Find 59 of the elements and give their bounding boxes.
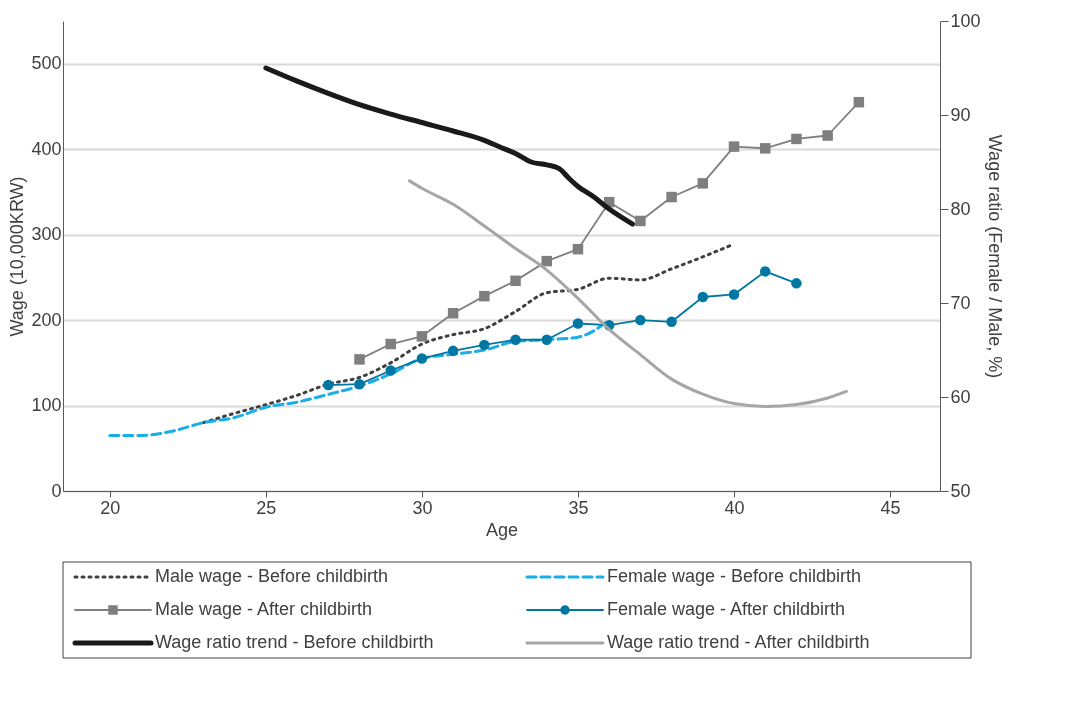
point	[385, 365, 396, 376]
y2-tick-label: 50	[950, 480, 971, 501]
point	[666, 191, 677, 203]
point	[447, 345, 459, 357]
x-tick-label: 45	[880, 497, 901, 518]
legend-label: Male wage - Before childbirth	[155, 566, 389, 586]
x-tick-label: 25	[256, 497, 277, 518]
y-tick-label: 0	[51, 480, 62, 501]
point	[635, 215, 646, 227]
legend-label: Wage ratio trend - After childbirth	[607, 632, 870, 652]
x-axis-title: Age	[485, 519, 519, 540]
legend-label: Wage ratio trend - Before childbirth	[155, 632, 434, 652]
point	[697, 291, 709, 303]
y-tick-label: 300	[31, 224, 62, 245]
y-tick-label: 100	[31, 395, 62, 416]
point	[822, 130, 833, 141]
x-tick-label: 35	[568, 497, 589, 518]
point	[759, 143, 771, 154]
point	[510, 334, 521, 345]
point	[791, 133, 802, 145]
point	[385, 338, 396, 350]
legend-label: Male wage - After childbirth	[155, 599, 373, 619]
y-tick-label: 200	[31, 309, 62, 330]
point	[853, 96, 865, 108]
point	[323, 379, 334, 391]
y2-tick-label: 70	[950, 292, 971, 313]
point	[416, 353, 428, 364]
point	[541, 255, 552, 267]
point	[354, 378, 365, 390]
point	[728, 141, 740, 152]
point	[479, 339, 490, 351]
point	[759, 266, 771, 277]
point	[572, 318, 584, 329]
y2-tick-label: 60	[950, 386, 971, 407]
point	[354, 354, 365, 365]
point	[416, 331, 428, 342]
x-tick-label: 30	[412, 497, 433, 518]
point	[510, 275, 521, 287]
y2-axis-title: Wage ratio (Female / Male, %)	[984, 134, 1005, 379]
y-tick-label: 400	[31, 138, 62, 159]
x-tick-label: 20	[100, 497, 121, 518]
legend-label: Female wage - After childbirth	[607, 599, 846, 619]
point	[572, 243, 584, 255]
x-tick-label: 40	[724, 497, 745, 518]
point	[697, 178, 709, 189]
point	[479, 290, 490, 302]
point	[635, 314, 646, 326]
y2-tick-label: 90	[950, 104, 971, 125]
y2-tick-label: 80	[950, 198, 971, 219]
legend-label: Female wage - Before childbirth	[607, 566, 862, 586]
y-tick-label: 500	[31, 53, 62, 74]
point	[541, 334, 552, 345]
point	[791, 278, 802, 289]
point	[447, 308, 459, 319]
y-axis-title: Wage (10,000KRW)	[7, 176, 28, 337]
line-series	[407, 179, 848, 408]
y2-tick-label: 100	[950, 10, 981, 31]
point	[728, 289, 740, 300]
point	[666, 316, 677, 328]
